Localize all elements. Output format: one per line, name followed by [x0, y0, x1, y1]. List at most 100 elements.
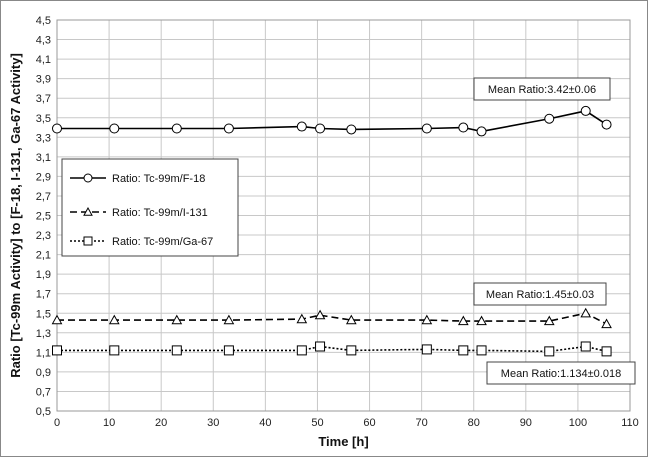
- y-tick-label: 3,7: [36, 93, 51, 105]
- legend-item: Ratio: Tc-99m/Ga-67: [70, 236, 213, 248]
- circle-marker: [601, 119, 612, 130]
- legend-item: Ratio: Tc-99m/I-131: [70, 206, 208, 219]
- annotation: Mean Ratio:3.42±0.06: [473, 77, 611, 101]
- square-marker: [296, 345, 307, 356]
- triangle-marker: [51, 314, 63, 325]
- square-marker: [421, 344, 432, 355]
- triangle-marker: [223, 314, 235, 325]
- y-tick-label: 2,7: [36, 191, 51, 203]
- triangle-marker: [171, 314, 183, 325]
- circle-marker: [171, 123, 182, 134]
- annotation-label: Mean Ratio:1.134±0.018: [501, 368, 621, 380]
- annotation: Mean Ratio:1.134±0.018: [486, 361, 636, 385]
- legend: Ratio: Tc-99m/F-18 Ratio: Tc-99m/I-131 Rat…: [61, 158, 239, 257]
- annotation-box: [473, 282, 607, 306]
- x-tick-label: 0: [54, 417, 60, 429]
- x-tick-label: 100: [569, 417, 587, 429]
- x-tick-label: 70: [416, 417, 428, 429]
- series-layer: [51, 105, 612, 357]
- legend-label: Ratio: Tc-99m/I-131: [112, 207, 208, 219]
- x-tick-label: 50: [311, 417, 323, 429]
- x-tick-label: 20: [155, 417, 167, 429]
- y-tick-labels: 0,5 0,7 0,9 1,1 1,3 1,5 1,7 1,9 2,1 2,3 2,5 2,7 2,9 3…: [36, 15, 51, 418]
- circle-marker: [296, 121, 307, 132]
- y-tick-label: 2,1: [36, 250, 51, 262]
- triangle-marker: [314, 309, 326, 320]
- y-tick-label: 2,3: [36, 230, 51, 242]
- circle-marker: [458, 122, 469, 133]
- legend-label: Ratio: Tc-99m/Ga-67: [112, 236, 213, 248]
- triangle-marker: [601, 318, 612, 329]
- x-tick-label: 110: [621, 417, 639, 429]
- legend-item: Ratio: Tc-99m/F-18: [70, 173, 205, 185]
- series-2: [51, 307, 612, 329]
- y-tick-label: 4,1: [36, 54, 51, 66]
- circle-marker: [315, 123, 326, 134]
- annotations: Mean Ratio:3.42±0.06 Mean Ratio:1.45±0.03…: [473, 77, 636, 385]
- y-tick-label: 1,9: [36, 269, 51, 281]
- y-tick-label: 1,1: [36, 347, 51, 359]
- y-tick-label: 0,7: [36, 386, 51, 398]
- x-tick-label: 60: [363, 417, 375, 429]
- square-marker: [52, 345, 62, 356]
- circle-marker: [544, 113, 555, 124]
- y-axis-title: Ratio [Tc-99m Activity] to [F-18, I-131,…: [8, 53, 23, 378]
- y-tick-label: 2,9: [36, 171, 51, 183]
- y-tick-label: 3,5: [36, 113, 51, 125]
- circle-marker: [580, 105, 591, 116]
- y-tick-label: 4,3: [36, 35, 51, 47]
- square-marker: [315, 341, 326, 352]
- y-tick-label: 0,9: [36, 367, 51, 379]
- triangle-marker: [345, 314, 357, 325]
- square-marker: [223, 345, 234, 356]
- y-tick-label: 4,5: [36, 15, 51, 27]
- y-tick-label: 2,5: [36, 211, 51, 223]
- y-tick-label: 1,3: [36, 328, 51, 340]
- square-marker: [601, 346, 612, 357]
- triangle-marker: [476, 315, 487, 326]
- y-tick-label: 0,5: [36, 406, 51, 418]
- x-tick-label: 10: [103, 417, 115, 429]
- circle-marker: [109, 123, 120, 134]
- circle-marker: [223, 123, 234, 134]
- x-tick-labels: 0 10 20 30 40 50 60 70 80 90 100 110: [54, 417, 639, 429]
- x-tick-label: 30: [207, 417, 219, 429]
- square-marker: [580, 341, 591, 352]
- circle-marker: [83, 173, 93, 183]
- circle-marker: [421, 123, 432, 134]
- plot-area-frame: [56, 19, 631, 412]
- x-tick-label: 40: [259, 417, 271, 429]
- triangle-marker: [543, 315, 555, 326]
- triangle-marker: [580, 307, 592, 318]
- triangle-marker: [421, 314, 433, 325]
- y-tick-label: 3,1: [36, 152, 51, 164]
- triangle-marker: [108, 314, 120, 325]
- square-marker: [458, 345, 469, 356]
- triangle-marker: [457, 315, 469, 326]
- x-axis-title: Time [h]: [318, 434, 368, 449]
- triangle-marker: [296, 313, 308, 324]
- series-3: [52, 341, 612, 357]
- triangle-marker: [83, 206, 93, 216]
- annotation: Mean Ratio:1.45±0.03: [473, 282, 607, 306]
- y-tick-label: 1,5: [36, 308, 51, 320]
- annotation-label: Mean Ratio:1.45±0.03: [486, 289, 594, 301]
- annotation-box: [486, 361, 636, 385]
- square-marker: [346, 345, 357, 356]
- circle-marker: [346, 124, 357, 135]
- square-marker: [109, 345, 120, 356]
- x-tick-label: 80: [468, 417, 480, 429]
- x-tick-label: 90: [520, 417, 532, 429]
- y-tick-label: 3,9: [36, 74, 51, 86]
- square-marker: [476, 345, 487, 356]
- circle-marker: [52, 123, 62, 134]
- y-tick-label: 1,7: [36, 289, 51, 301]
- series-1: [52, 105, 612, 137]
- annotation-box: [473, 77, 611, 101]
- square-marker: [83, 236, 93, 246]
- circle-marker: [476, 126, 487, 137]
- y-tick-label: 3,3: [36, 132, 51, 144]
- square-marker: [171, 345, 182, 356]
